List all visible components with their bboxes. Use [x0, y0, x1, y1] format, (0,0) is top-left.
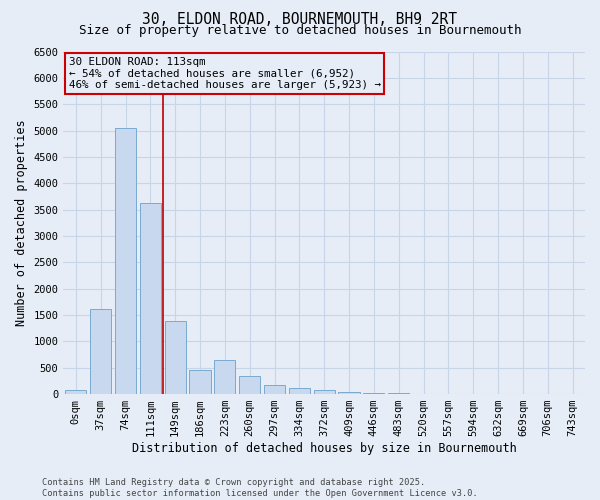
Text: 30 ELDON ROAD: 113sqm
← 54% of detached houses are smaller (6,952)
46% of semi-d: 30 ELDON ROAD: 113sqm ← 54% of detached …: [68, 56, 380, 90]
Bar: [239, 376, 260, 394]
Bar: [115, 128, 136, 394]
Bar: [214, 360, 235, 394]
Bar: [289, 388, 310, 394]
Bar: [190, 370, 211, 394]
X-axis label: Distribution of detached houses by size in Bournemouth: Distribution of detached houses by size …: [132, 442, 517, 455]
Bar: [90, 308, 111, 394]
Y-axis label: Number of detached properties: Number of detached properties: [15, 120, 28, 326]
Text: Size of property relative to detached houses in Bournemouth: Size of property relative to detached ho…: [79, 24, 521, 37]
Bar: [364, 393, 385, 394]
Bar: [264, 385, 285, 394]
Bar: [65, 390, 86, 394]
Bar: [338, 392, 359, 394]
Text: Contains HM Land Registry data © Crown copyright and database right 2025.
Contai: Contains HM Land Registry data © Crown c…: [42, 478, 478, 498]
Bar: [314, 390, 335, 394]
Bar: [140, 204, 161, 394]
Text: 30, ELDON ROAD, BOURNEMOUTH, BH9 2RT: 30, ELDON ROAD, BOURNEMOUTH, BH9 2RT: [143, 12, 458, 28]
Bar: [164, 322, 186, 394]
